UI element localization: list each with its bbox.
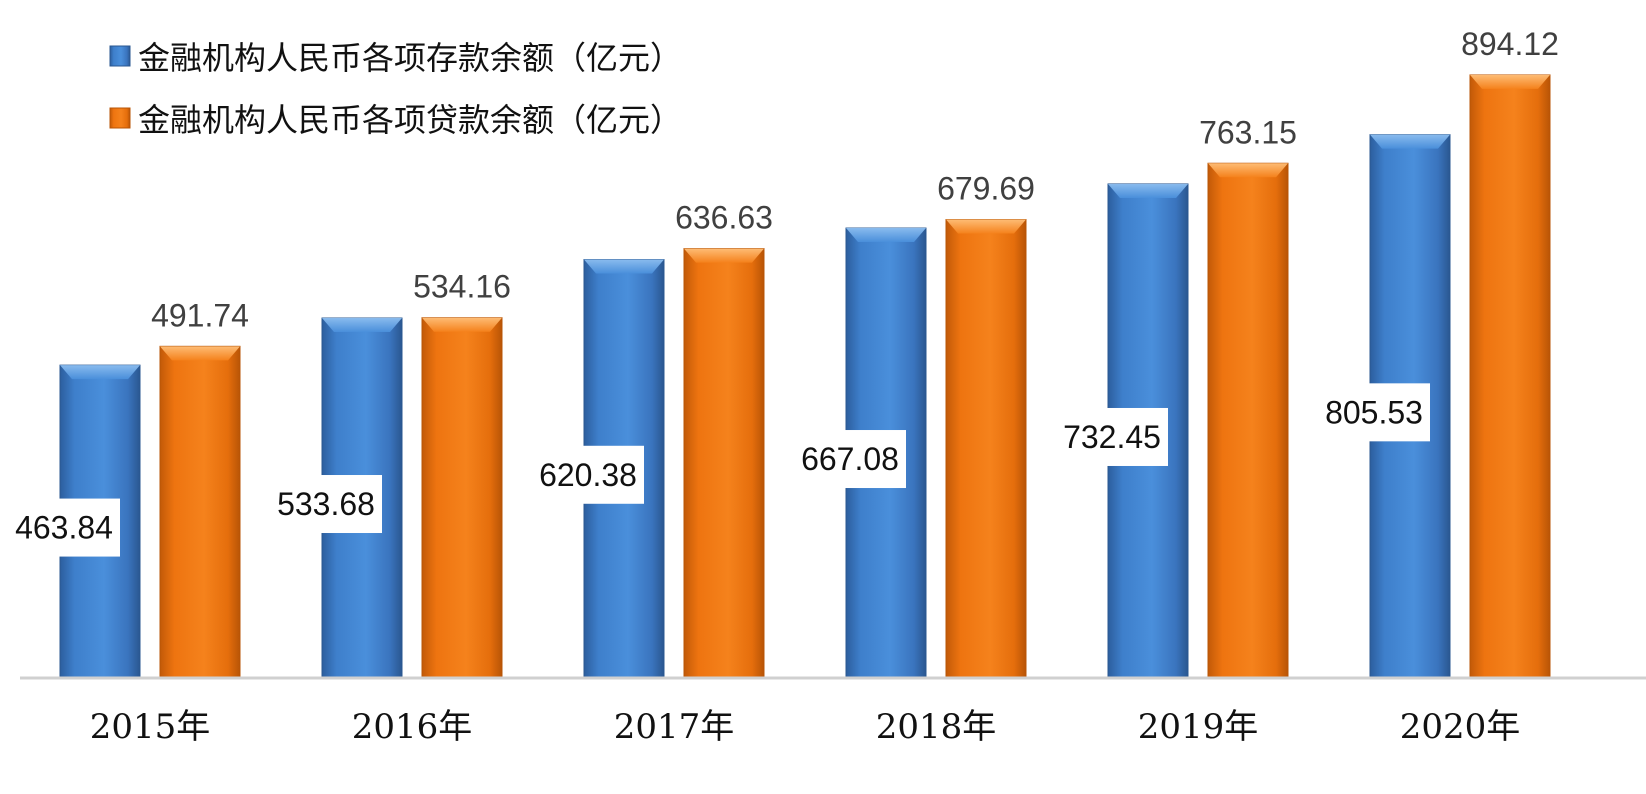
legend-label-deposits: 金融机构人民币各项存款余额（亿元） — [138, 39, 682, 77]
data-label-deposits-2: 533.68 — [277, 486, 375, 522]
data-label-box-deposits-5 — [1056, 407, 1168, 466]
x-tick-label-6: 2020年 — [1400, 707, 1521, 747]
bar-loans-1 — [159, 345, 241, 679]
data-label-loans-3: 636.63 — [675, 200, 773, 236]
data-label-loans-6: 894.12 — [1461, 26, 1559, 62]
legend-item-loans: 金融机构人民币各项贷款余额（亿元） — [109, 101, 682, 139]
data-label-deposits-1: 463.84 — [15, 510, 113, 546]
x-tick-label-1: 2015年 — [90, 707, 211, 747]
data-labels-layer: 463.84 491.74 533.68 534.16 620.38 636.63 667.… — [8, 26, 1559, 557]
data-label-loans-4: 679.69 — [937, 171, 1035, 207]
legend-swatch-deposits — [109, 45, 131, 67]
x-tick-label-5: 2019年 — [1138, 707, 1259, 747]
data-label-loans-2: 534.16 — [413, 269, 511, 305]
data-label-box-deposits-1 — [8, 498, 120, 557]
bar-loans-4 — [945, 219, 1027, 679]
bars-layer — [59, 74, 1551, 679]
data-label-box-deposits-4 — [794, 430, 906, 489]
data-label-loans-5: 763.15 — [1199, 114, 1297, 150]
x-tick-label-3: 2017年 — [614, 707, 735, 747]
legend: 金融机构人民币各项存款余额（亿元） 金融机构人民币各项贷款余额（亿元） — [109, 39, 682, 139]
legend-swatch-loans — [109, 107, 131, 129]
x-tick-label-2: 2016年 — [352, 707, 473, 747]
data-label-deposits-5: 732.45 — [1063, 419, 1161, 455]
legend-label-loans: 金融机构人民币各项贷款余额（亿元） — [138, 101, 682, 139]
x-tick-label-4: 2018年 — [876, 707, 997, 747]
legend-item-deposits: 金融机构人民币各项存款余额（亿元） — [109, 39, 682, 77]
data-label-box-deposits-2 — [270, 475, 382, 534]
data-label-box-deposits-6 — [1318, 383, 1430, 442]
bar-loans-2 — [421, 317, 503, 679]
bar-loans-6 — [1469, 74, 1551, 679]
data-label-deposits-3: 620.38 — [539, 457, 637, 493]
bar-loans-3 — [683, 248, 765, 679]
data-label-deposits-6: 805.53 — [1325, 394, 1423, 430]
data-label-loans-1: 491.74 — [151, 297, 249, 333]
data-label-box-deposits-3 — [532, 445, 644, 504]
data-label-deposits-4: 667.08 — [801, 441, 899, 477]
category-labels-layer: 2015年 2016年 2017年 2018年 2019年 2020年 — [90, 707, 1521, 747]
bar-loans-5 — [1207, 162, 1289, 679]
